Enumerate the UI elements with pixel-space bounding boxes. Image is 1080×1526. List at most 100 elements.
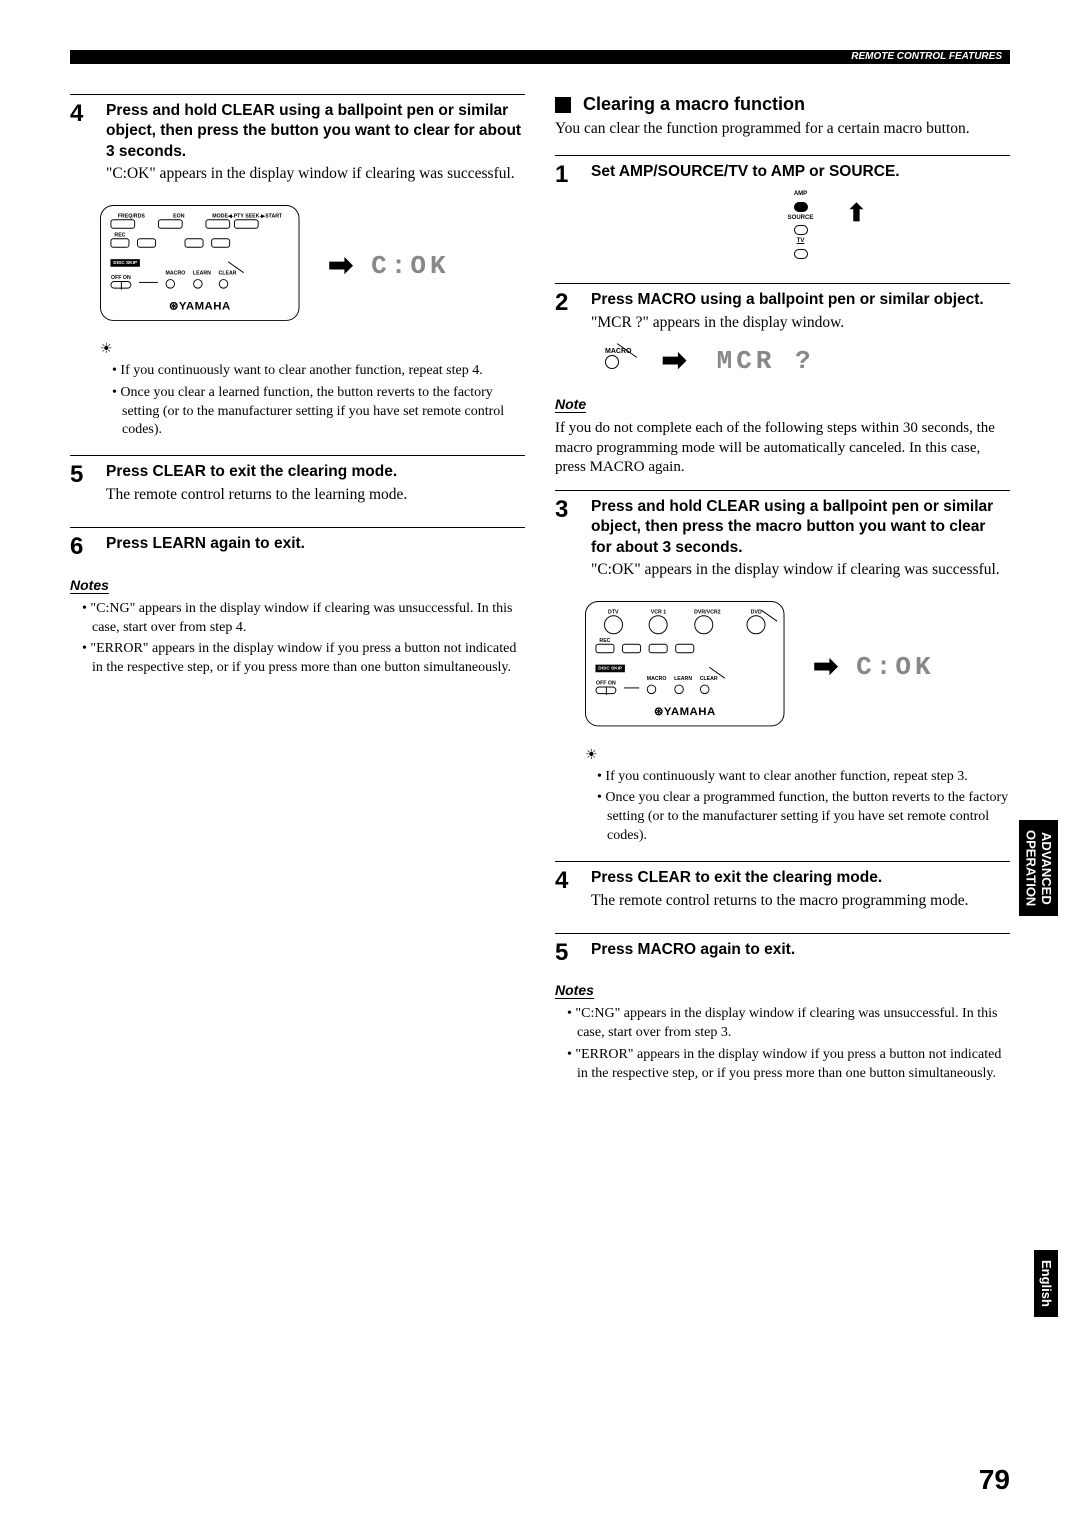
step-text: The remote control returns to the macro … bbox=[591, 891, 1010, 911]
square-icon bbox=[555, 97, 571, 113]
label: CLEAR bbox=[218, 270, 236, 276]
rule bbox=[70, 527, 525, 528]
side-tab-english: English bbox=[1034, 1250, 1058, 1317]
step-body: Press LEARN again to exit. bbox=[106, 534, 525, 560]
hint-item: Once you clear a learned function, the b… bbox=[112, 384, 525, 441]
label: EON bbox=[158, 213, 200, 219]
lcd-display: C:OK bbox=[371, 251, 449, 281]
step-body: Press and hold CLEAR using a ballpoint p… bbox=[106, 101, 525, 185]
amp-source-tv-diagram: AMP SOURCE TV ⬆ bbox=[751, 191, 851, 260]
notes-label: Notes bbox=[555, 982, 594, 999]
step-title: Press MACRO using a ballpoint pen or sim… bbox=[591, 290, 1010, 310]
disc-skip-label: DISC SKIP bbox=[595, 664, 624, 672]
rule bbox=[555, 283, 1010, 284]
step-title: Press LEARN again to exit. bbox=[106, 534, 525, 554]
step-number: 5 bbox=[70, 462, 92, 505]
notes-label: Notes bbox=[70, 577, 109, 594]
header-bar: REMOTE CONTROL FEATURES bbox=[70, 50, 1010, 64]
rule bbox=[555, 155, 1010, 156]
rule bbox=[70, 455, 525, 456]
side-tab-advanced: ADVANCED OPERATION bbox=[1019, 820, 1058, 916]
right-column: Clearing a macro function You can clear … bbox=[555, 94, 1010, 1087]
step-3-right: 3 Press and hold CLEAR using a ballpoint… bbox=[555, 497, 1010, 581]
label: LEARN bbox=[674, 676, 692, 682]
rule bbox=[70, 94, 525, 95]
hint-item: If you continuously want to clear anothe… bbox=[597, 768, 1010, 787]
rule bbox=[555, 933, 1010, 934]
step-body: Press and hold CLEAR using a ballpoint p… bbox=[591, 497, 1010, 581]
step-4-right: 4 Press CLEAR to exit the clearing mode.… bbox=[555, 868, 1010, 911]
step-4-left: 4 Press and hold CLEAR using a ballpoint… bbox=[70, 101, 525, 185]
step-title: Press MACRO again to exit. bbox=[591, 940, 1010, 960]
step-title: Press and hold CLEAR using a ballpoint p… bbox=[106, 101, 525, 162]
note-item: "ERROR" appears in the display window if… bbox=[82, 640, 525, 678]
tv-label: TV bbox=[797, 238, 805, 246]
step-body: Press MACRO again to exit. bbox=[591, 940, 1010, 966]
remote-diagram-2: DTV VCR 1 DVR/VCR2 DVD REC DISC SKIP OFF… bbox=[585, 601, 785, 726]
hint-icon: ☀ bbox=[100, 341, 525, 358]
hint-item: Once you clear a programmed function, th… bbox=[597, 789, 1010, 846]
label: LEARN bbox=[193, 270, 211, 276]
macro-diagram: MACRO ➡ MCR ? bbox=[605, 343, 1010, 378]
remote-figure-2: DTV VCR 1 DVR/VCR2 DVD REC DISC SKIP OFF… bbox=[555, 591, 1010, 743]
heading-text: Clearing a macro function bbox=[583, 94, 805, 115]
notes-right: "C:NG" appears in the display window if … bbox=[555, 1005, 1010, 1084]
rule bbox=[555, 490, 1010, 491]
step-text: The remote control returns to the learni… bbox=[106, 485, 525, 505]
step-6-left: 6 Press LEARN again to exit. bbox=[70, 534, 525, 560]
label: FREQ/RDS bbox=[110, 213, 152, 219]
yamaha-logo: ⊛YAMAHA bbox=[110, 299, 289, 312]
step-body: Set AMP/SOURCE/TV to AMP or SOURCE. AMP … bbox=[591, 162, 1010, 273]
up-arrow-icon: ⬆ bbox=[846, 199, 866, 231]
step-text: "C:OK" appears in the display window if … bbox=[106, 164, 525, 184]
note-item: "C:NG" appears in the display window if … bbox=[82, 600, 525, 638]
rule bbox=[555, 861, 1010, 862]
yamaha-logo: ⊛YAMAHA bbox=[595, 704, 774, 717]
amp-label: AMP bbox=[794, 191, 807, 199]
hints-right: If you continuously want to clear anothe… bbox=[555, 768, 1010, 847]
step-number: 4 bbox=[70, 101, 92, 185]
disc-skip-label: DISC SKIP bbox=[110, 259, 139, 267]
note-label: Note bbox=[555, 396, 586, 413]
step-number: 1 bbox=[555, 162, 577, 273]
hint-icon: ☀ bbox=[585, 747, 1010, 764]
step-number: 2 bbox=[555, 290, 577, 333]
lcd-display: MCR ? bbox=[717, 346, 815, 376]
source-label: SOURCE bbox=[788, 215, 814, 223]
arrow-icon: ➡ bbox=[661, 343, 686, 378]
step-body: Press MACRO using a ballpoint pen or sim… bbox=[591, 290, 1010, 333]
label: REC bbox=[595, 638, 614, 644]
step-1-right: 1 Set AMP/SOURCE/TV to AMP or SOURCE. AM… bbox=[555, 162, 1010, 273]
label: DVR/VCR2 bbox=[694, 609, 720, 615]
remote-diagram-1: FREQ/RDS EON MODE◀-PTY SEEK-▶START REC D… bbox=[100, 205, 300, 321]
note-text: If you do not complete each of the follo… bbox=[555, 419, 1010, 478]
label: REC bbox=[110, 232, 129, 238]
notes-left: "C:NG" appears in the display window if … bbox=[70, 600, 525, 679]
label: VCR 1 bbox=[649, 609, 668, 615]
step-2-right: 2 Press MACRO using a ballpoint pen or s… bbox=[555, 290, 1010, 333]
label: OFF ON bbox=[110, 275, 131, 281]
intro-text: You can clear the function programmed fo… bbox=[555, 119, 1010, 139]
step-body: Press CLEAR to exit the clearing mode. T… bbox=[591, 868, 1010, 911]
step-text: "MCR ?" appears in the display window. bbox=[591, 313, 1010, 333]
note-item: "ERROR" appears in the display window if… bbox=[567, 1046, 1010, 1084]
step-number: 5 bbox=[555, 940, 577, 966]
note-item: "C:NG" appears in the display window if … bbox=[567, 1005, 1010, 1043]
step-text: "C:OK" appears in the display window if … bbox=[591, 560, 1010, 580]
step-5-left: 5 Press CLEAR to exit the clearing mode.… bbox=[70, 462, 525, 505]
step-title: Press CLEAR to exit the clearing mode. bbox=[106, 462, 525, 482]
step-title: Set AMP/SOURCE/TV to AMP or SOURCE. bbox=[591, 162, 1010, 182]
remote-figure-1: FREQ/RDS EON MODE◀-PTY SEEK-▶START REC D… bbox=[70, 195, 525, 337]
left-column: 4 Press and hold CLEAR using a ballpoint… bbox=[70, 94, 525, 1087]
label: OFF ON bbox=[595, 680, 616, 686]
step-body: Press CLEAR to exit the clearing mode. T… bbox=[106, 462, 525, 505]
step-number: 3 bbox=[555, 497, 577, 581]
step-5-right: 5 Press MACRO again to exit. bbox=[555, 940, 1010, 966]
step-number: 6 bbox=[70, 534, 92, 560]
hints-left: If you continuously want to clear anothe… bbox=[70, 362, 525, 441]
page-number: 79 bbox=[979, 1464, 1010, 1496]
label: MACRO bbox=[166, 270, 186, 276]
step-number: 4 bbox=[555, 868, 577, 911]
arrow-icon: ➡ bbox=[328, 248, 353, 283]
content-columns: 4 Press and hold CLEAR using a ballpoint… bbox=[70, 94, 1010, 1087]
